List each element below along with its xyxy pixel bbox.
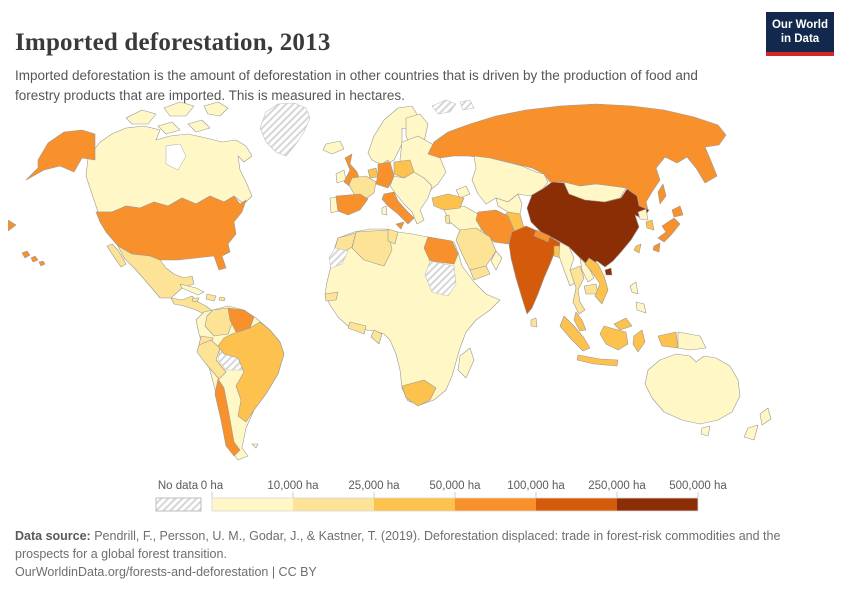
country-canada[interactable] — [85, 125, 253, 213]
legend-swatch-1[interactable] — [293, 498, 374, 511]
country-balkans-greece[interactable] — [389, 171, 433, 225]
country-yemen[interactable] — [469, 265, 491, 281]
data-source-line: Data source: Pendrill, F., Persson, U. M… — [15, 527, 800, 563]
country-iran[interactable] — [475, 209, 515, 245]
country-egypt[interactable] — [423, 236, 459, 265]
country-france[interactable] — [348, 175, 377, 201]
country-north-korea[interactable] — [637, 208, 649, 221]
country-peru[interactable] — [196, 339, 227, 380]
country-taiwan[interactable] — [633, 243, 642, 254]
legend-stop-1: 10,000 ha — [267, 480, 319, 492]
country-malaysia[interactable] — [573, 311, 633, 332]
legend-stop-3: 50,000 ha — [429, 480, 481, 492]
country-baja-california[interactable] — [106, 243, 127, 268]
country-sakhalin[interactable] — [657, 183, 667, 205]
page-title: Imported deforestation, 2013 — [15, 28, 331, 56]
world-map — [8, 99, 772, 461]
country-thailand[interactable] — [569, 265, 586, 315]
owid-logo: Our World in Data — [766, 12, 834, 56]
country-nepal[interactable] — [533, 229, 551, 243]
legend-swatch-3[interactable] — [455, 498, 536, 511]
data-source-label: Data source: — [15, 529, 91, 543]
country-new-zealand[interactable] — [743, 407, 772, 441]
country-india[interactable] — [508, 225, 569, 315]
country-hawaii[interactable] — [21, 250, 46, 267]
country-svalbard[interactable] — [431, 99, 475, 115]
legend-stop-5: 250,000 ha — [588, 480, 646, 492]
country-tunisia[interactable] — [387, 228, 399, 245]
country-falkland-islands[interactable] — [251, 443, 259, 449]
country-madagascar[interactable] — [457, 347, 475, 379]
footer: Data source: Pendrill, F., Persson, U. M… — [15, 527, 800, 581]
country-chukotka-sliver[interactable] — [8, 219, 17, 232]
legend-no-data-swatch[interactable] — [155, 497, 202, 512]
chart-subtitle: Imported deforestation is the amount of … — [15, 67, 698, 103]
country-brazil[interactable] — [217, 321, 285, 423]
legend-swatch-2[interactable] — [374, 498, 455, 511]
country-caucasus[interactable] — [455, 185, 471, 199]
legend-stop-6: 500,000 ha — [669, 480, 727, 492]
country-israel[interactable] — [444, 214, 451, 225]
country-senegal[interactable] — [324, 291, 339, 302]
country-canada-arctic-islands[interactable] — [125, 101, 229, 135]
country-south-korea[interactable] — [645, 219, 655, 231]
country-sicily[interactable] — [395, 221, 405, 230]
country-sudan[interactable] — [424, 260, 457, 297]
legend-swatch-4[interactable] — [536, 498, 617, 511]
owid-logo-line1: Our World — [771, 19, 828, 31]
map-legend: No data 0 ha 10,000 ha 25,000 ha 50,000 … — [155, 480, 727, 512]
country-sardinia[interactable] — [381, 205, 388, 216]
country-poland[interactable] — [393, 159, 415, 179]
country-turkey[interactable] — [431, 193, 465, 211]
country-hispaniola[interactable] — [205, 293, 217, 302]
country-alaska[interactable] — [25, 129, 96, 181]
country-western-sahara[interactable] — [328, 247, 349, 269]
country-tasmania[interactable] — [700, 425, 711, 437]
country-oman[interactable] — [490, 250, 503, 271]
country-south-africa[interactable] — [401, 379, 437, 407]
country-ivory-coast-ghana[interactable] — [347, 321, 367, 335]
legend-swatch-5[interactable] — [617, 498, 698, 511]
legend-swatch-0[interactable] — [212, 498, 293, 511]
country-jamaica[interactable] — [191, 297, 200, 303]
country-japan[interactable] — [652, 205, 684, 253]
country-papua-new-guinea[interactable] — [677, 331, 707, 351]
legend-stop-2: 25,000 ha — [348, 480, 400, 492]
owid-logo-line2: in Data — [780, 33, 820, 46]
country-cambodia[interactable] — [583, 283, 599, 295]
country-iceland[interactable] — [322, 140, 345, 155]
country-indonesia[interactable] — [559, 315, 679, 367]
country-morocco[interactable] — [334, 232, 357, 254]
country-benelux[interactable] — [367, 167, 379, 179]
country-russia[interactable] — [427, 103, 727, 211]
legend-no-data-label: No data — [158, 480, 199, 492]
country-vietnam[interactable] — [584, 257, 609, 305]
country-australia[interactable] — [644, 353, 741, 425]
country-germany[interactable] — [375, 161, 395, 189]
country-chile[interactable] — [214, 378, 241, 457]
legend-stop-0: 0 ha — [201, 480, 224, 492]
country-sri-lanka[interactable] — [530, 317, 538, 328]
legend-bar-outline — [211, 497, 699, 512]
country-cameroon[interactable] — [370, 329, 383, 345]
country-cuba[interactable] — [179, 283, 205, 296]
hudson-bay — [165, 143, 187, 171]
country-italy[interactable] — [381, 191, 415, 225]
country-hainan[interactable] — [604, 267, 613, 276]
country-afghanistan[interactable] — [495, 193, 523, 215]
country-spain[interactable] — [335, 193, 369, 216]
country-mexico[interactable] — [117, 245, 195, 299]
country-greenland[interactable] — [259, 102, 311, 157]
country-philippines[interactable] — [629, 281, 647, 314]
country-central-asia[interactable] — [471, 155, 549, 205]
data-source-text: Pendrill, F., Persson, U. M., Godar, J.,… — [15, 529, 781, 562]
country-puerto-rico[interactable] — [218, 296, 226, 302]
legend-stop-4: 100,000 ha — [507, 480, 565, 492]
license-line[interactable]: OurWorldinData.org/forests-and-deforesta… — [15, 565, 317, 580]
